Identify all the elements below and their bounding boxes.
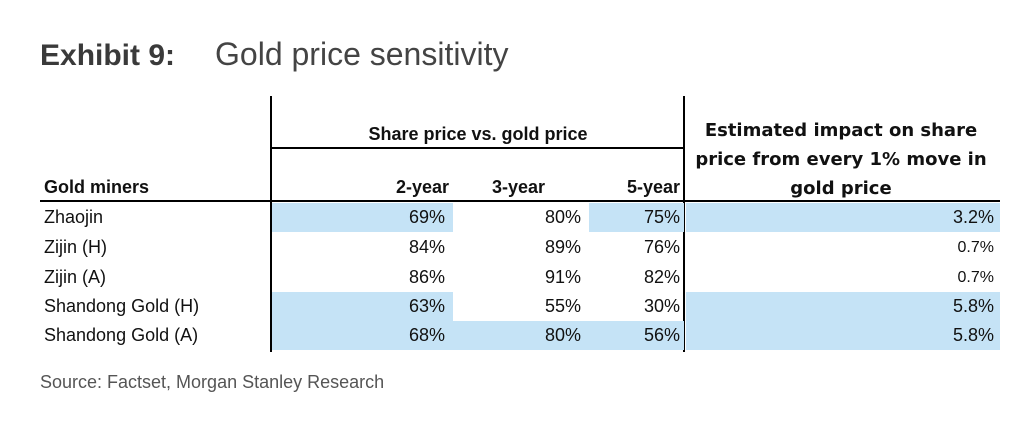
col-header-5y: 5-year [626,177,680,197]
value-2y: 84% [408,237,445,257]
value-impact: 5.8% [686,321,1000,350]
value-3y: 89% [544,237,581,257]
value-impact: 3.2% [686,203,1000,232]
group-header: Share price vs. gold price [368,124,588,144]
value-3y: 55% [544,296,581,316]
header-underline [40,200,1000,202]
value-5y: 76% [643,237,680,257]
source-note: Source: Factset, Morgan Stanley Research [40,372,385,392]
table-row: Zijin (H) 84% 89% 76% 0.7% [40,233,1000,262]
value-2y: 69% [272,203,453,232]
col-header-2y: 2-year [395,177,449,197]
value-impact: 0.7% [957,269,994,286]
value-2y: 63% [272,292,453,321]
value-5y: 56% [589,321,684,350]
table-row: Shandong Gold (A) 68% 80% 56% 5.8% [40,321,1000,350]
divider-right [683,96,685,352]
value-3y: 80% [453,321,589,350]
group-underline [270,147,684,149]
exhibit-heading: Exhibit 9: Gold price sensitivity [40,36,508,80]
miner-name: Zijin (H) [44,237,107,257]
exhibit-number: Exhibit 9: [40,39,176,72]
col-header-3y: 3-year [491,177,545,197]
table-row: Zijin (A) 86% 91% 82% 0.7% [40,263,1000,292]
divider-left [270,96,272,352]
miner-name: Zhaojin [44,207,104,227]
value-impact: 0.7% [957,239,994,256]
value-5y: 75% [589,203,684,232]
exhibit-title: Gold price sensitivity [215,36,509,72]
value-3y: 80% [544,207,581,227]
miner-name: Zijin (A) [44,267,106,287]
table-row: Shandong Gold (H) 63% 55% 30% 5.8% [40,292,1000,321]
miner-name: Shandong Gold (H) [44,296,200,316]
col-header-name: Gold miners [44,177,150,197]
value-2y: 86% [408,267,445,287]
value-2y: 68% [272,321,453,350]
value-5y: 30% [643,296,680,316]
value-3y: 91% [544,267,581,287]
miner-name: Shandong Gold (A) [44,325,199,345]
value-impact: 5.8% [686,292,1000,321]
value-5y: 82% [643,267,680,287]
table-row: Zhaojin 69% 80% 75% 3.2% [40,203,1000,232]
impact-header: Estimated impact on share price from eve… [695,120,987,199]
